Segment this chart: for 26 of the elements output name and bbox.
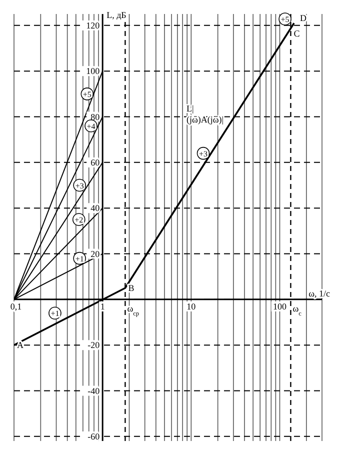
annotation: +4 <box>86 122 96 131</box>
x-tick-label: 10 <box>186 301 196 312</box>
y-tick-label: 100 <box>86 66 100 76</box>
y-tick-label: 120 <box>86 20 100 30</box>
y-tick-label: -40 <box>88 386 100 396</box>
y-tick-label: -60 <box>88 431 100 442</box>
annotation: +1 <box>50 309 60 318</box>
y-tick-label: -20 <box>88 340 100 350</box>
annotation: A <box>17 340 24 350</box>
y-axis-title: L, дБ <box>106 10 126 20</box>
annotation: +3 <box>75 181 84 190</box>
x-axis-title: ω, 1/с <box>308 288 330 298</box>
annotation: +1 <box>75 254 84 264</box>
x-tick-label: 1 <box>100 301 105 312</box>
annotation: +2 <box>74 216 84 225</box>
x-tick-label: 100 <box>272 301 287 312</box>
y-tick-label: 80 <box>90 112 100 122</box>
annotation: +3 <box>199 149 208 158</box>
x-tick-label: 0,1 <box>10 301 22 312</box>
y-tick-label: 20 <box>90 248 100 259</box>
annotation: +5 <box>280 15 290 24</box>
annotation: C <box>294 28 300 38</box>
y-tick-label: 40 <box>90 203 100 214</box>
ref-line-label: ω$_{с}$ <box>292 303 302 317</box>
annotation: +5 <box>82 90 92 99</box>
y-tick-label: 60 <box>90 157 100 168</box>
